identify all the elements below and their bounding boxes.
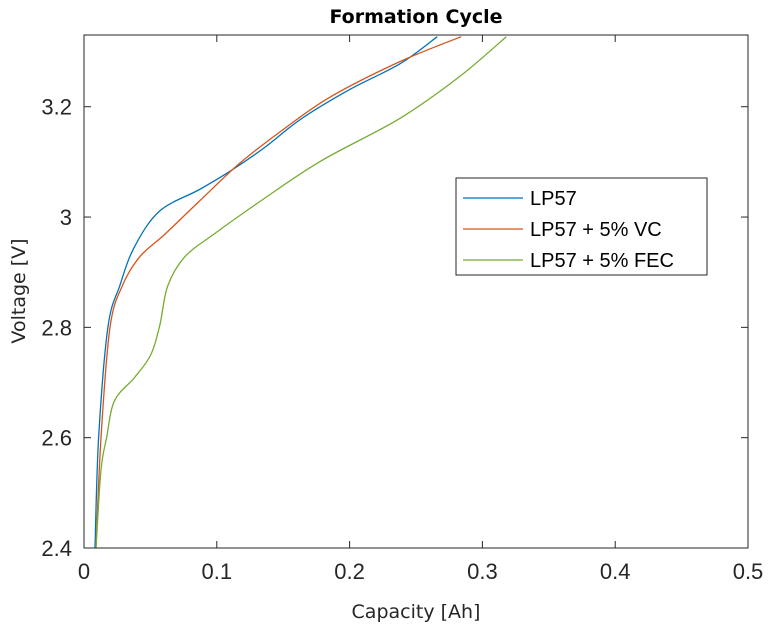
x-tick-label: 0 xyxy=(78,559,90,584)
legend-label-1: LP57 + 5% VC xyxy=(530,219,662,241)
x-tick-label: 0.4 xyxy=(600,559,631,584)
series-line-2 xyxy=(95,36,507,549)
plot-area xyxy=(84,35,748,548)
x-tick-label: 0.2 xyxy=(334,559,365,584)
legend-box xyxy=(455,177,708,276)
axes-layer: 0 0.1 0.2 0.3 0.4 0.5 2.4 2.6 2.8 3 3.2 xyxy=(41,34,764,584)
legend-label-2: LP57 + 5% FEC xyxy=(530,250,674,272)
series-layer xyxy=(94,36,507,549)
chart-title: Formation Cycle xyxy=(329,6,502,28)
x-tick-label: 0.5 xyxy=(733,559,764,584)
y-tick-label: 2.8 xyxy=(41,315,72,340)
x-tick-label: 0.3 xyxy=(467,559,498,584)
y-tick-label: 2.6 xyxy=(41,426,72,451)
series-line-0 xyxy=(94,36,438,549)
axes-box xyxy=(83,34,749,549)
x-tick-label: 0.1 xyxy=(202,559,233,584)
y-tick-label: 3.2 xyxy=(41,95,72,120)
legend: LP57 LP57 + 5% VC LP57 + 5% FEC xyxy=(455,177,708,276)
y-tick-label: 2.4 xyxy=(41,536,72,561)
series-line-1 xyxy=(95,36,462,549)
x-axis-label: Capacity [Ah] xyxy=(352,601,481,623)
y-tick-label: 3 xyxy=(60,205,72,230)
y-axis-label: Voltage [V] xyxy=(8,238,30,343)
legend-label-0: LP57 xyxy=(530,188,577,210)
